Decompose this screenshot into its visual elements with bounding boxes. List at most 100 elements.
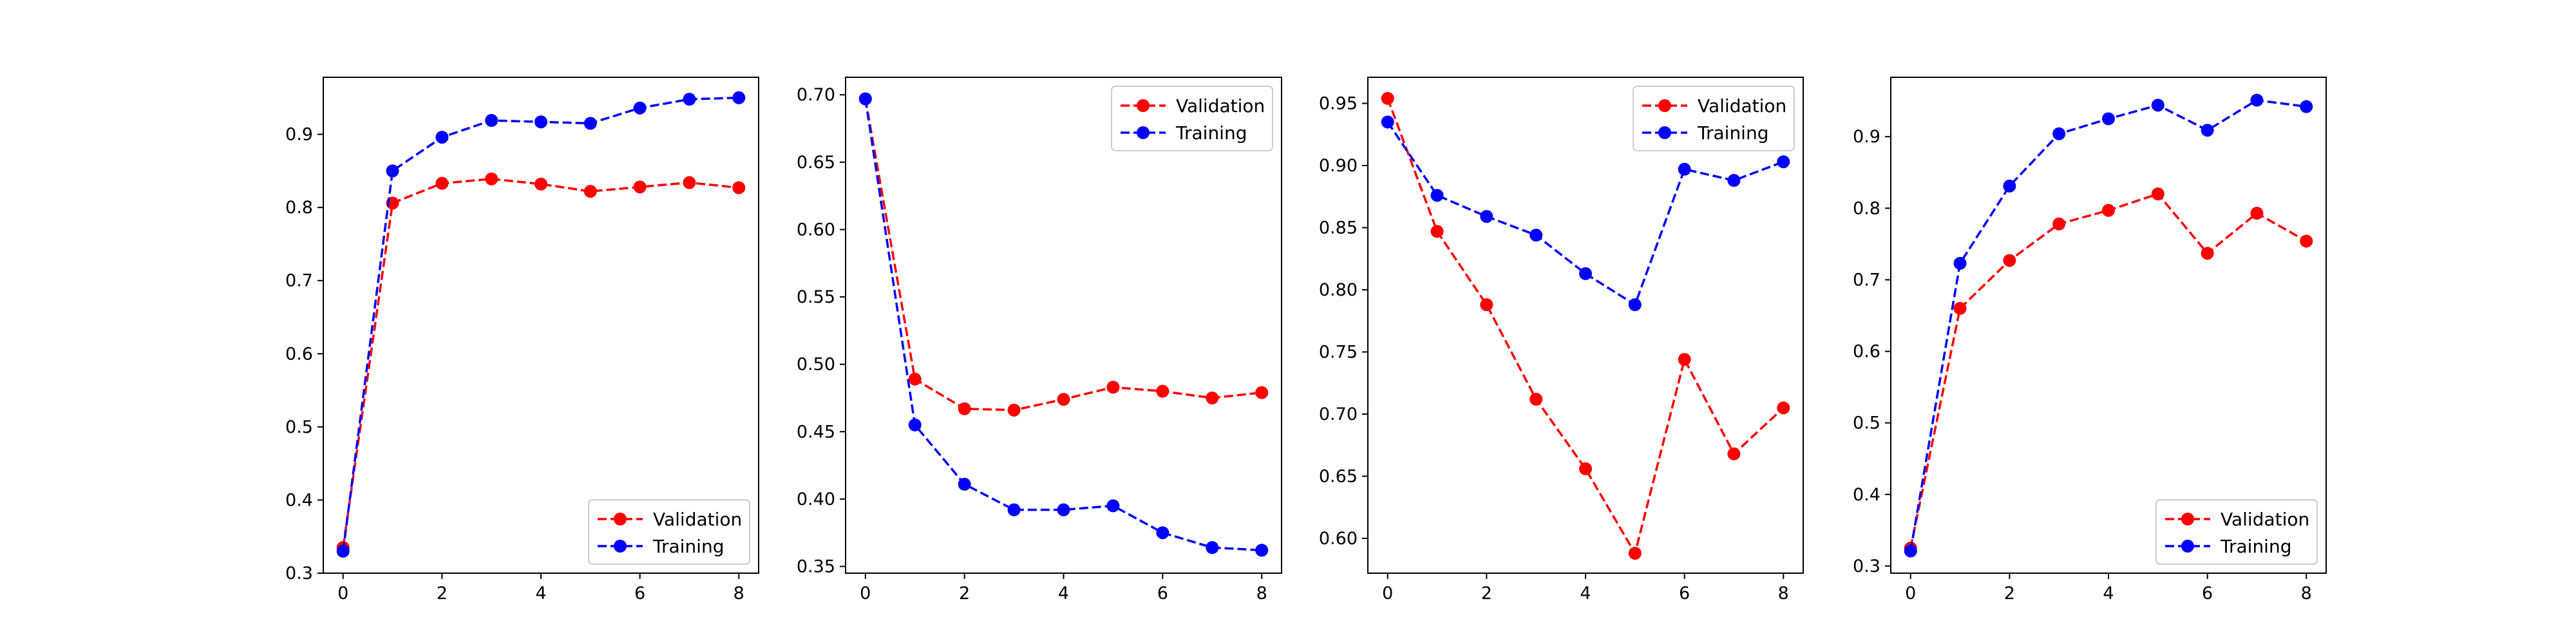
legend-box [1633, 86, 1795, 151]
y-tick-label: 0.6 [1853, 342, 1880, 362]
x-tick-label: 4 [535, 583, 546, 603]
data-point-training [535, 115, 547, 129]
data-point-validation [958, 402, 971, 415]
y-tick-label: 0.50 [797, 355, 835, 375]
data-point-training [2052, 127, 2066, 140]
y-tick-label: 0.5 [285, 417, 313, 437]
data-point-validation [1777, 401, 1790, 415]
y-tick-label: 0.60 [1319, 529, 1358, 549]
legend-marker-validation [1658, 99, 1671, 112]
y-tick-label: 0.9 [285, 125, 313, 145]
y-tick-label: 0.4 [285, 490, 313, 510]
y-tick-label: 0.7 [285, 271, 313, 291]
data-point-training [2201, 124, 2214, 137]
data-point-validation [1579, 462, 1592, 475]
data-point-validation [2250, 207, 2264, 220]
data-point-training [908, 418, 922, 431]
data-point-training [1777, 155, 1790, 169]
y-tick-label: 0.35 [797, 557, 835, 577]
data-point-training [336, 544, 350, 558]
data-point-validation [485, 172, 498, 185]
y-tick-label: 0.8 [285, 198, 313, 218]
y-tick-label: 0.4 [1853, 485, 1880, 505]
data-point-training [2102, 112, 2115, 126]
data-point-validation [1727, 447, 1741, 460]
legend-label-training: Training [652, 536, 724, 557]
data-point-training [2250, 93, 2264, 107]
chart-panel-4: 0 2 4 6 8 0.3 0.4 0.5 0.6 0.7 0.8 0.9 Validation Trai… [1853, 77, 2327, 603]
data-point-validation [1381, 91, 1394, 105]
x-tick-label: 4 [1580, 583, 1591, 603]
legend: Validation Training [1633, 86, 1795, 151]
axes-frame [323, 77, 759, 574]
data-point-training [1381, 115, 1394, 129]
data-point-validation [1530, 392, 1543, 406]
data-point-validation [908, 372, 922, 386]
legend-box [1111, 86, 1273, 151]
data-point-training [2003, 179, 2016, 193]
legend-label-training: Training [1175, 122, 1247, 144]
axes-frame [1890, 77, 2327, 574]
y-tick-label: 0.60 [797, 220, 835, 240]
data-point-validation [732, 181, 746, 194]
legend: Validation Training [2155, 499, 2318, 565]
data-point-validation [683, 176, 696, 189]
data-point-training [1106, 499, 1120, 513]
legend-marker-validation [1137, 99, 1150, 112]
data-point-training [958, 477, 971, 491]
series-line-training [864, 99, 1262, 552]
chart-panel-3: 0 2 4 6 8 0.60 0.65 0.70 0.75 0.80 0.85 0.90 0.95 Val… [1319, 77, 1804, 603]
legend-marker-training [1137, 126, 1150, 139]
legend: Validation Training [588, 499, 750, 565]
x-tick-label: 8 [734, 583, 744, 603]
data-point-training [1904, 544, 1917, 558]
data-point-training [1007, 503, 1021, 516]
legend: Validation Training [1111, 86, 1273, 151]
legend-box [2155, 499, 2318, 565]
x-tick-label: 6 [1157, 583, 1168, 603]
data-point-training [858, 92, 872, 106]
legend-label-validation: Validation [2221, 509, 2309, 530]
data-point-training [2300, 100, 2313, 113]
data-point-training [485, 114, 498, 128]
x-tick-label: 8 [1778, 583, 1789, 603]
data-point-validation [1156, 384, 1170, 398]
y-tick-label: 0.9 [1853, 127, 1880, 147]
data-point-training [1255, 544, 1269, 557]
legend-marker-training [1658, 126, 1671, 139]
data-point-training [2151, 99, 2164, 112]
x-tick-label: 2 [437, 583, 448, 603]
x-tick-label: 2 [1481, 583, 1492, 603]
data-point-validation [2003, 254, 2016, 267]
y-tick-label: 0.45 [797, 422, 835, 442]
series-line-validation [1387, 98, 1785, 556]
legend-label-validation: Validation [1698, 95, 1786, 117]
data-point-validation [1057, 393, 1070, 406]
y-tick-label: 0.55 [797, 287, 835, 307]
legend-label-training: Training [2220, 536, 2291, 557]
y-tick-label: 0.70 [1319, 404, 1358, 424]
x-tick-label: 0 [337, 583, 348, 603]
data-point-training [732, 91, 746, 104]
legend-marker-training [2181, 540, 2194, 553]
data-point-training [583, 117, 597, 130]
legend-marker-validation [2181, 513, 2194, 526]
data-point-validation [1007, 403, 1021, 417]
data-point-training [633, 101, 647, 115]
series-line-training [1909, 99, 2307, 551]
x-tick-label: 2 [959, 583, 970, 603]
data-point-training [1530, 229, 1543, 242]
y-tick-label: 0.95 [1319, 94, 1358, 114]
data-point-training [1430, 189, 1444, 202]
data-point-validation [2102, 204, 2115, 217]
legend-marker-validation [614, 513, 627, 526]
data-point-training [1057, 503, 1070, 516]
data-point-training [1579, 267, 1592, 280]
chart-panel-2: 0 2 4 6 8 0.35 0.40 0.45 0.50 0.55 0.60 0.65 0.70 Val… [797, 77, 1282, 603]
data-point-validation [633, 180, 647, 194]
x-tick-label: 6 [2202, 583, 2213, 603]
y-tick-label: 0.75 [1319, 342, 1358, 362]
x-tick-label: 8 [2301, 583, 2312, 603]
data-point-validation [1628, 547, 1642, 560]
x-tick-label: 0 [1382, 583, 1393, 603]
